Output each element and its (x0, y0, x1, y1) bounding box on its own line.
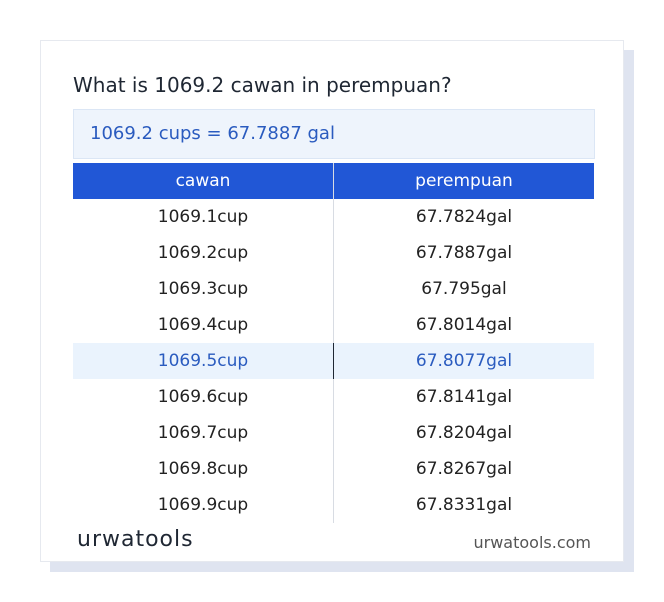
table-row: 1069.3cup 67.795gal (73, 271, 594, 307)
table-cell: 1069.9cup (73, 487, 334, 523)
conversion-table: cawan perempuan 1069.1cup 67.7824gal 1069.… (73, 163, 594, 523)
table-cell: 67.7824gal (415, 207, 513, 227)
column-header: perempuan (333, 163, 594, 199)
table-row: 1069.1cup 67.7824gal (73, 199, 594, 235)
table-body: 1069.1cup 67.7824gal 1069.2cup 67.7887gal 10… (73, 199, 594, 523)
title: What is 1069.2 cawan in perempuan? (73, 73, 452, 97)
column-header: cawan (73, 163, 334, 199)
site-link[interactable]: urwatools.com (473, 533, 592, 552)
table-row: 1069.2cup 67.7887gal (73, 235, 594, 271)
table-cell: 67.8267gal (415, 459, 513, 479)
table-cell: 1069.1cup (73, 199, 334, 235)
table-row: 1069.9cup 67.8331gal (73, 487, 594, 523)
table-cell: 67.8331gal (415, 495, 513, 515)
table-cell: 1069.7cup (73, 415, 334, 451)
logo[interactable]: urwatools (77, 527, 194, 552)
table-cell: 67.8204gal (415, 423, 513, 443)
table-cell: 67.8014gal (415, 315, 513, 335)
table-cell: 1069.6cup (73, 379, 334, 415)
table-row: 1069.8cup 67.8267gal (73, 451, 594, 487)
table-cell: 67.8141gal (415, 387, 513, 407)
table-row: 1069.5cup 67.8077gal (73, 343, 594, 379)
card: What is 1069.2 cawan in perempuan? 1069.… (40, 40, 624, 562)
table-cell: 67.7887gal (415, 243, 513, 263)
table-row: 1069.6cup 67.8141gal (73, 379, 594, 415)
table-row: 1069.7cup 67.8204gal (73, 415, 594, 451)
table-cell: 1069.4cup (73, 307, 334, 343)
table-cell: 67.795gal (421, 279, 507, 299)
header-row: cawan perempuan (73, 163, 594, 199)
table-cell: 67.8077gal (415, 351, 513, 371)
table-cell: 1069.8cup (73, 451, 334, 487)
table-cell: 1069.3cup (73, 271, 334, 307)
result: 1069.2 cups = 67.7887 gal (73, 109, 595, 159)
table-cell: 1069.5cup (73, 343, 334, 379)
table-cell: 1069.2cup (73, 235, 334, 271)
table-row: 1069.4cup 67.8014gal (73, 307, 594, 343)
